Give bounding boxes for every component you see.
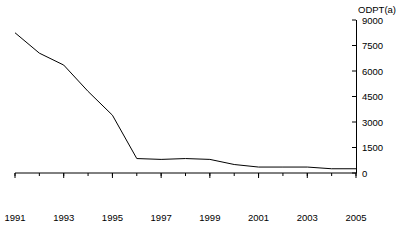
x-minor-tick xyxy=(88,173,89,176)
plot-area xyxy=(15,33,356,169)
x-tick xyxy=(258,173,259,178)
x-tick-label: 1999 xyxy=(199,212,220,223)
x-tick-label: 1997 xyxy=(151,212,172,223)
x-tick xyxy=(161,173,162,178)
y-tick xyxy=(352,122,356,123)
y-tick xyxy=(352,173,356,174)
x-tick-label: 2005 xyxy=(345,212,366,223)
x-tick-label: 1993 xyxy=(53,212,74,223)
y-axis-label: ODPT(a) xyxy=(358,4,396,15)
y-tick-label: 9000 xyxy=(362,15,383,26)
x-minor-tick xyxy=(234,173,235,176)
x-minor-tick xyxy=(282,173,283,176)
x-tick xyxy=(209,173,210,178)
y-tick xyxy=(352,147,356,148)
x-tick-label: 2001 xyxy=(248,212,269,223)
y-tick xyxy=(352,96,356,97)
x-tick xyxy=(307,173,308,178)
y-tick xyxy=(352,71,356,72)
x-tick xyxy=(112,173,113,178)
y-tick-label: 7500 xyxy=(362,40,383,51)
x-minor-tick xyxy=(331,173,332,176)
y-tick-label: 6000 xyxy=(362,66,383,77)
x-tick-label: 1995 xyxy=(102,212,123,223)
x-tick xyxy=(63,173,64,178)
x-minor-tick xyxy=(185,173,186,176)
x-minor-tick xyxy=(39,173,40,176)
y-tick-label: 4500 xyxy=(362,91,383,102)
x-minor-tick xyxy=(136,173,137,176)
y-tick-label: 0 xyxy=(362,168,367,179)
y-axis xyxy=(356,20,357,173)
y-tick xyxy=(352,45,356,46)
data-line xyxy=(15,33,356,169)
x-tick-label: 2003 xyxy=(297,212,318,223)
y-tick xyxy=(352,20,356,21)
y-tick-label: 1500 xyxy=(362,142,383,153)
x-tick xyxy=(356,173,357,178)
x-tick xyxy=(15,173,16,178)
chart: 1991 1993 1995 1997 1999 2001 2003 2005 0 1500 300… xyxy=(0,0,397,227)
x-tick-label: 1991 xyxy=(4,212,25,223)
y-tick-label: 3000 xyxy=(362,117,383,128)
